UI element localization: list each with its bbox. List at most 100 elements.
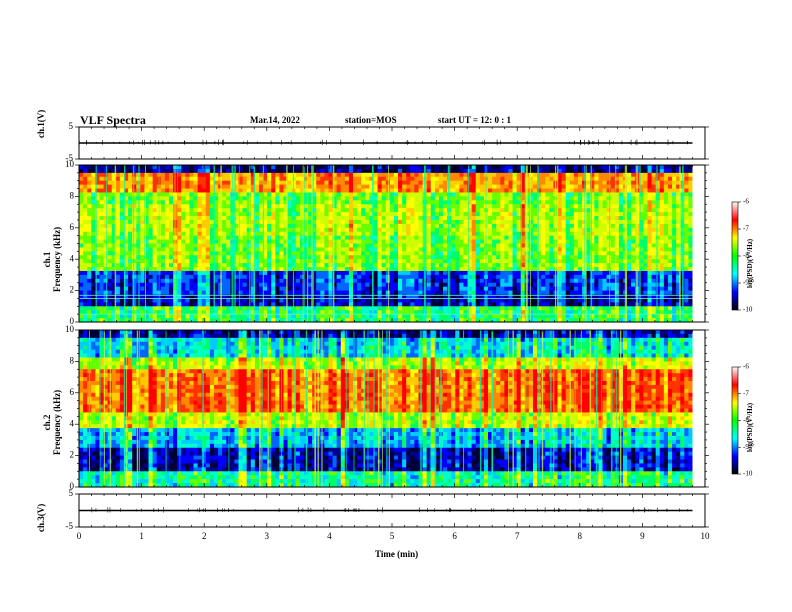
spectrogram-cell [160, 294, 166, 300]
spectrogram-cell [189, 270, 195, 276]
spectrogram-cell [643, 255, 649, 260]
spectrogram-cell [152, 251, 158, 256]
spectrogram-cell [663, 196, 669, 201]
spectrogram-cell [516, 251, 522, 256]
spectrogram-cell [111, 200, 117, 205]
spectrogram-cell [373, 263, 379, 268]
spectrogram-cell [512, 231, 518, 237]
spectrogram-cell [254, 196, 260, 201]
spectrogram-cell [537, 180, 542, 186]
spectrogram-cell [95, 270, 101, 276]
spectrogram-cell [602, 274, 608, 280]
spectrogram-cell [115, 259, 121, 264]
spectrogram-cell [459, 247, 465, 252]
spectrogram-cell [627, 270, 632, 276]
spectrogram-cell [479, 223, 485, 229]
spectrogram-cell [353, 267, 358, 272]
spectrogram-cell [173, 176, 178, 182]
spectrogram-cell [164, 227, 170, 233]
spectrogram-cell [549, 216, 555, 221]
spectrogram-cell [361, 267, 366, 272]
spectrogram-cell [545, 188, 550, 194]
spectrogram-cell [398, 231, 403, 237]
spectrogram-cell [357, 176, 362, 182]
spectrogram-cell [254, 282, 260, 288]
spectrogram-cell [324, 184, 330, 190]
spectrogram-cell [303, 231, 309, 237]
spectrogram-cell [361, 200, 366, 205]
spectrogram-cell [463, 290, 469, 296]
spectrogram-cell [132, 180, 137, 186]
spectrogram-cell [185, 184, 191, 190]
spectrogram-cell [643, 208, 649, 213]
spectrogram-cell [406, 216, 411, 221]
spectrogram-cell [406, 219, 411, 225]
spectrogram-cell [312, 259, 317, 264]
spectrogram-cell [688, 184, 694, 190]
spectrogram-cell [496, 216, 501, 221]
spectrogram-cell [185, 251, 191, 256]
spectrogram-cell [573, 267, 579, 272]
spectrogram-cell [173, 247, 178, 252]
spectrogram-cell [234, 219, 240, 225]
spectrogram-cell [205, 165, 211, 170]
spectrogram-cell [402, 259, 407, 264]
spectrogram-cell [107, 263, 113, 268]
spectrogram-cell [107, 278, 113, 284]
spectrogram-cell [471, 184, 477, 190]
spectrogram-cell [569, 278, 575, 284]
spectrogram-cell [684, 255, 689, 260]
spectrogram-cell [340, 235, 346, 241]
spectrogram-cell [144, 196, 150, 201]
spectrogram-cell [87, 243, 92, 249]
spectrogram-cell [684, 278, 689, 284]
spectrogram-cell [627, 259, 632, 264]
spectrogram-cell [132, 282, 137, 288]
spectrogram-cell [516, 168, 522, 174]
spectrogram-cell [279, 274, 285, 280]
spectrogram-cell [213, 200, 219, 205]
spectrogram-cell [242, 165, 248, 170]
spectrogram-cell [226, 278, 231, 284]
spectrogram-cell [520, 282, 526, 288]
spectrogram-cell [414, 219, 420, 225]
spectrogram-cell [557, 251, 563, 256]
spectrogram-cell [627, 180, 632, 186]
spectrogram-cell [667, 251, 673, 256]
spectrogram-cell [234, 204, 240, 209]
spectrogram-cell [406, 267, 411, 272]
spectrogram-cell [328, 180, 334, 186]
spectrogram-cell [226, 168, 231, 174]
spectrogram-cell [164, 208, 170, 213]
spectrogram-cell [295, 263, 301, 268]
spectrogram-cell [414, 212, 420, 217]
spectrogram-cell [258, 243, 264, 249]
spectrogram-cell [263, 165, 268, 170]
spectrogram-cell [361, 184, 366, 190]
spectrogram-cell [614, 165, 620, 170]
spectrogram-cell [250, 172, 256, 178]
spectrogram-cell [520, 208, 526, 213]
spectrogram-cell [663, 204, 669, 209]
spectrogram-cell [618, 216, 624, 221]
spectrogram-cell [353, 239, 358, 245]
spectrogram-cell [590, 290, 595, 296]
spectrogram-cell [561, 267, 567, 272]
spectrogram-cell [254, 216, 260, 221]
spectrogram-cell [684, 239, 689, 245]
spectrogram-cell [504, 196, 510, 201]
spectrogram-cell [308, 259, 313, 264]
spectrogram-cell [123, 200, 129, 205]
spectrogram-cell [128, 235, 133, 241]
spectrogram-cell [443, 282, 448, 288]
spectrogram-cell [504, 239, 510, 245]
spectrogram-cell [479, 255, 485, 260]
spectrogram-cell [459, 263, 465, 268]
spectrogram-cell [631, 208, 636, 213]
spectrogram-cell [389, 192, 395, 197]
spectrogram-cell [549, 282, 555, 288]
spectrogram-cell [103, 270, 109, 276]
spectrogram-cell [414, 223, 420, 229]
spectrogram-cell [557, 282, 563, 288]
spectrogram-cell [312, 278, 317, 284]
